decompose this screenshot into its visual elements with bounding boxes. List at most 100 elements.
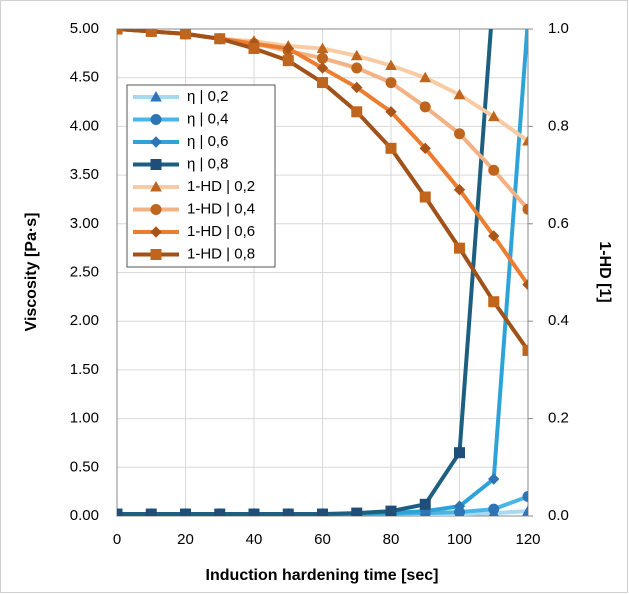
y-tick-label: 1.50 [70, 361, 99, 378]
marker [145, 29, 157, 37]
y-tick-label: 2.00 [70, 312, 99, 329]
legend-label: 1-HD | 0,2 [187, 178, 255, 195]
x-tick-label: 60 [314, 531, 331, 548]
marker [522, 491, 528, 503]
marker [522, 278, 528, 291]
marker [454, 447, 465, 459]
y-tick-label: 3.50 [70, 166, 99, 183]
marker [316, 62, 329, 74]
marker [282, 42, 294, 55]
legend-label: 1-HD | 0,6 [187, 223, 255, 240]
marker [487, 110, 500, 122]
marker [385, 77, 397, 89]
marker [419, 71, 432, 83]
x-tick-label: 20 [177, 531, 194, 548]
marker [522, 344, 528, 356]
x-tick-label: 80 [383, 531, 400, 548]
y-tick-label: 0.00 [70, 507, 99, 524]
marker [317, 77, 328, 89]
marker [145, 508, 157, 516]
y-tick-label: 0.50 [70, 458, 99, 475]
y2-tick-label: 0.2 [548, 410, 569, 427]
marker [351, 106, 363, 118]
marker [385, 142, 397, 154]
legend-label: η | 0,2 [187, 88, 228, 105]
marker [282, 508, 294, 516]
marker [214, 33, 226, 45]
y-tick-label: 4.50 [70, 69, 99, 86]
x-tick-label: 100 [447, 531, 472, 548]
marker [385, 59, 397, 71]
legend-label: η | 0,4 [187, 110, 228, 127]
y-tick-label: 5.00 [70, 20, 99, 37]
legend-marker [150, 204, 162, 215]
marker [282, 55, 294, 67]
legend-marker [150, 159, 162, 170]
marker [180, 29, 191, 40]
marker [522, 203, 528, 215]
y-tick-label: 3.00 [70, 215, 99, 232]
marker [453, 184, 466, 196]
marker [316, 42, 329, 53]
x-tick-label: 0 [113, 531, 121, 548]
y2-tick-label: 1.0 [548, 20, 569, 37]
y-axis-title: Viscosity [Pa·s] [23, 213, 40, 332]
marker [117, 29, 123, 35]
marker [453, 88, 466, 100]
y2-tick-label: 0.4 [548, 312, 569, 329]
legend: η | 0,2 η | 0,4 η | 0,6 η | 0,8 1-HD | 0,2 1-… [126, 84, 276, 268]
legend-marker [150, 180, 162, 192]
marker [248, 508, 260, 516]
y2-tick-label: 0.0 [548, 507, 569, 524]
marker [488, 230, 500, 242]
x-tick-label: 40 [246, 531, 263, 548]
marker [385, 505, 397, 516]
marker [351, 81, 363, 94]
marker [350, 49, 363, 61]
legend-marker [150, 226, 162, 238]
marker [454, 128, 465, 140]
marker [419, 142, 431, 155]
marker [488, 473, 500, 485]
legend-label: 1-HD | 0,4 [187, 200, 255, 217]
marker [419, 498, 431, 510]
marker [522, 505, 528, 516]
marker [180, 508, 191, 516]
marker [214, 508, 226, 516]
plot-area [117, 29, 528, 516]
marker [351, 62, 363, 74]
marker [351, 507, 363, 516]
y2-tick-label: 0.6 [548, 215, 569, 232]
marker [488, 164, 500, 176]
marker [419, 101, 431, 113]
x-tick-label: 120 [515, 531, 540, 548]
marker [385, 106, 397, 118]
marker [117, 508, 123, 516]
legend-marker [150, 249, 162, 260]
y2-axis-title: 1-HD [1] [596, 241, 613, 302]
legend-label: 1-HD | 0,8 [187, 245, 255, 262]
marker [488, 503, 500, 515]
marker [522, 134, 528, 146]
legend-label: η | 0,8 [187, 155, 228, 172]
series-line [117, 29, 493, 516]
legend-box [126, 84, 276, 268]
x-axis-title: Induction hardening time [sec] [206, 567, 439, 584]
marker [454, 242, 465, 254]
marker [317, 52, 328, 64]
marker [317, 508, 328, 516]
y2-tick-label: 0.8 [548, 117, 569, 134]
marker [419, 191, 431, 203]
y-tick-label: 1.00 [70, 410, 99, 427]
legend-marker [150, 114, 162, 125]
legend-marker [150, 136, 162, 148]
y-tick-label: 4.00 [70, 117, 99, 134]
marker [248, 42, 260, 54]
marker [453, 500, 466, 512]
legend-marker [150, 90, 162, 102]
marker [488, 296, 500, 308]
y-tick-label: 2.50 [70, 263, 99, 280]
legend-label: η | 0,6 [187, 133, 228, 150]
